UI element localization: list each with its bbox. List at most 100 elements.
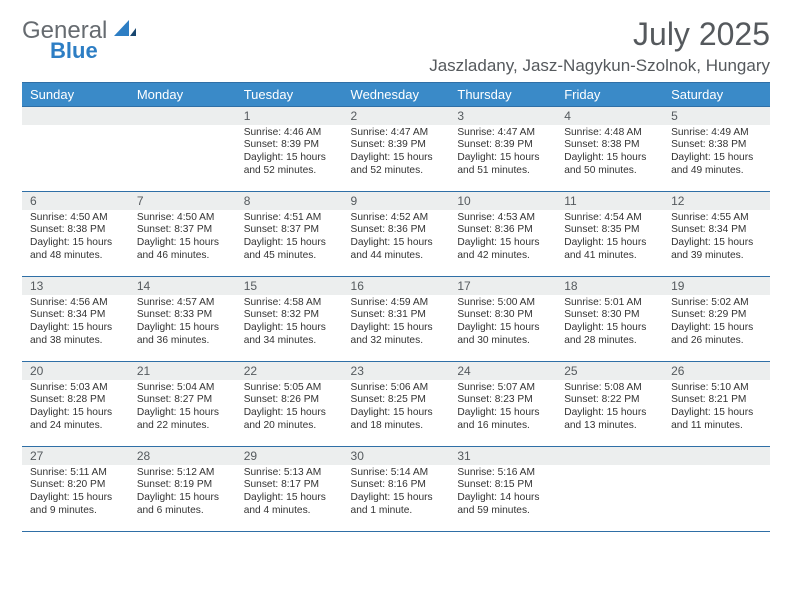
calendar-body: 12345Sunrise: 4:46 AMSunset: 8:39 PMDayl… [22,106,770,531]
weekday-header: Tuesday [236,82,343,106]
day-number-cell: 10 [449,191,556,210]
sunrise-text: Sunrise: 4:49 AM [671,127,762,140]
week-details-row: Sunrise: 4:46 AMSunset: 8:39 PMDaylight:… [22,125,770,192]
sunset-text: Sunset: 8:35 PM [564,224,655,237]
day-number-cell: 21 [129,361,236,380]
daylight-text: Daylight: 15 hours and 11 minutes. [671,407,762,433]
sunset-text: Sunset: 8:28 PM [30,394,121,407]
sunset-text: Sunset: 8:19 PM [137,479,228,492]
sunrise-text: Sunrise: 4:50 AM [137,212,228,225]
day-detail-cell: Sunrise: 5:08 AMSunset: 8:22 PMDaylight:… [556,380,663,447]
calendar-page: General Blue July 2025 Jaszladany, Jasz-… [0,0,792,612]
day-number-cell: 4 [556,106,663,125]
sunrise-text: Sunrise: 4:54 AM [564,212,655,225]
sunrise-text: Sunrise: 5:02 AM [671,297,762,310]
day-number-cell: 17 [449,276,556,295]
day-number-cell: 18 [556,276,663,295]
day-detail-cell: Sunrise: 5:06 AMSunset: 8:25 PMDaylight:… [343,380,450,447]
week-details-row: Sunrise: 4:56 AMSunset: 8:34 PMDaylight:… [22,295,770,362]
daylight-text: Daylight: 15 hours and 45 minutes. [244,237,335,263]
daylight-text: Daylight: 15 hours and 39 minutes. [671,237,762,263]
daylight-text: Daylight: 15 hours and 9 minutes. [30,492,121,518]
sunrise-text: Sunrise: 5:11 AM [30,467,121,480]
week-details-row: Sunrise: 5:11 AMSunset: 8:20 PMDaylight:… [22,465,770,532]
sunset-text: Sunset: 8:34 PM [671,224,762,237]
day-detail-cell: Sunrise: 5:04 AMSunset: 8:27 PMDaylight:… [129,380,236,447]
day-detail-cell [22,125,129,192]
day-detail-cell: Sunrise: 5:11 AMSunset: 8:20 PMDaylight:… [22,465,129,532]
day-number-cell: 22 [236,361,343,380]
sunrise-text: Sunrise: 4:56 AM [30,297,121,310]
sunrise-text: Sunrise: 4:47 AM [351,127,442,140]
day-detail-cell: Sunrise: 5:05 AMSunset: 8:26 PMDaylight:… [236,380,343,447]
sunset-text: Sunset: 8:29 PM [671,309,762,322]
sunset-text: Sunset: 8:37 PM [137,224,228,237]
day-number-cell: 2 [343,106,450,125]
brand-text-blue: Blue [50,41,136,62]
week-details-row: Sunrise: 4:50 AMSunset: 8:38 PMDaylight:… [22,210,770,277]
day-number-cell: 8 [236,191,343,210]
day-detail-cell [663,465,770,532]
day-detail-cell: Sunrise: 4:55 AMSunset: 8:34 PMDaylight:… [663,210,770,277]
header-bar: General Blue July 2025 Jaszladany, Jasz-… [22,18,770,76]
sunrise-text: Sunrise: 4:50 AM [30,212,121,225]
daylight-text: Daylight: 15 hours and 49 minutes. [671,152,762,178]
sunrise-text: Sunrise: 5:04 AM [137,382,228,395]
day-number-cell: 25 [556,361,663,380]
daylight-text: Daylight: 15 hours and 42 minutes. [457,237,548,263]
sunset-text: Sunset: 8:36 PM [457,224,548,237]
day-number-cell: 23 [343,361,450,380]
day-number-cell: 14 [129,276,236,295]
daylight-text: Daylight: 15 hours and 52 minutes. [244,152,335,178]
daylight-text: Daylight: 15 hours and 28 minutes. [564,322,655,348]
day-detail-cell: Sunrise: 4:56 AMSunset: 8:34 PMDaylight:… [22,295,129,362]
sunset-text: Sunset: 8:34 PM [30,309,121,322]
sunset-text: Sunset: 8:32 PM [244,309,335,322]
day-detail-cell: Sunrise: 4:50 AMSunset: 8:38 PMDaylight:… [22,210,129,277]
sunrise-text: Sunrise: 4:53 AM [457,212,548,225]
weekday-header: Saturday [663,82,770,106]
day-number-cell: 11 [556,191,663,210]
weekday-header: Wednesday [343,82,450,106]
calendar-table: SundayMondayTuesdayWednesdayThursdayFrid… [22,82,770,532]
day-detail-cell: Sunrise: 4:47 AMSunset: 8:39 PMDaylight:… [449,125,556,192]
sunrise-text: Sunrise: 5:01 AM [564,297,655,310]
day-detail-cell: Sunrise: 4:47 AMSunset: 8:39 PMDaylight:… [343,125,450,192]
day-number-cell [556,446,663,465]
day-detail-cell: Sunrise: 5:03 AMSunset: 8:28 PMDaylight:… [22,380,129,447]
sunrise-text: Sunrise: 5:10 AM [671,382,762,395]
sunset-text: Sunset: 8:38 PM [30,224,121,237]
day-number-cell: 19 [663,276,770,295]
day-number-cell: 7 [129,191,236,210]
month-title: July 2025 [429,18,770,52]
day-number-cell: 9 [343,191,450,210]
daylight-text: Daylight: 15 hours and 26 minutes. [671,322,762,348]
day-number-cell: 6 [22,191,129,210]
daylight-text: Daylight: 15 hours and 18 minutes. [351,407,442,433]
week-daynum-row: 2728293031 [22,446,770,465]
sunrise-text: Sunrise: 5:12 AM [137,467,228,480]
daylight-text: Daylight: 15 hours and 51 minutes. [457,152,548,178]
sunset-text: Sunset: 8:16 PM [351,479,442,492]
sail-icon [114,18,136,41]
sunrise-text: Sunrise: 5:05 AM [244,382,335,395]
daylight-text: Daylight: 15 hours and 4 minutes. [244,492,335,518]
weekday-header: Friday [556,82,663,106]
sunrise-text: Sunrise: 5:00 AM [457,297,548,310]
day-detail-cell: Sunrise: 4:50 AMSunset: 8:37 PMDaylight:… [129,210,236,277]
day-number-cell: 12 [663,191,770,210]
weekday-header: Thursday [449,82,556,106]
daylight-text: Daylight: 15 hours and 16 minutes. [457,407,548,433]
day-detail-cell: Sunrise: 5:02 AMSunset: 8:29 PMDaylight:… [663,295,770,362]
day-detail-cell: Sunrise: 4:52 AMSunset: 8:36 PMDaylight:… [343,210,450,277]
sunset-text: Sunset: 8:33 PM [137,309,228,322]
daylight-text: Daylight: 15 hours and 38 minutes. [30,322,121,348]
calendar-head: SundayMondayTuesdayWednesdayThursdayFrid… [22,82,770,106]
day-detail-cell: Sunrise: 5:00 AMSunset: 8:30 PMDaylight:… [449,295,556,362]
sunset-text: Sunset: 8:30 PM [457,309,548,322]
sunrise-text: Sunrise: 5:07 AM [457,382,548,395]
day-number-cell: 31 [449,446,556,465]
day-detail-cell: Sunrise: 4:54 AMSunset: 8:35 PMDaylight:… [556,210,663,277]
sunset-text: Sunset: 8:39 PM [457,139,548,152]
brand-logo: General Blue [22,18,136,62]
